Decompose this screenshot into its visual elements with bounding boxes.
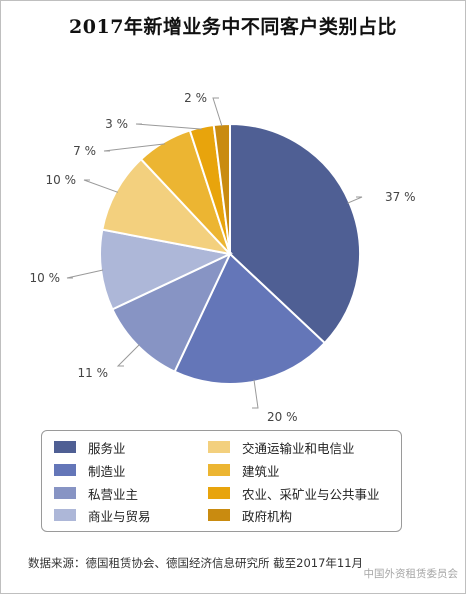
slice-value-label: 10 % — [46, 173, 77, 187]
legend-swatch — [208, 509, 230, 521]
legend-label: 私营业主 — [88, 486, 139, 502]
leader-line — [103, 143, 165, 152]
legend-item: 政府机构 — [208, 506, 292, 524]
legend-item: 制造业 — [54, 461, 126, 479]
legend-swatch — [208, 464, 230, 476]
legend-swatch — [54, 464, 76, 476]
legend-swatch — [208, 441, 230, 453]
leader-line — [252, 379, 259, 409]
slice-value-label: 2 % — [184, 91, 207, 105]
legend-swatch — [208, 487, 230, 499]
leader-line — [83, 179, 119, 193]
leader-line — [347, 196, 363, 204]
slice-value-label: 20 % — [267, 410, 298, 424]
legend-label: 服务业 — [88, 440, 126, 456]
legend-label: 制造业 — [88, 463, 126, 479]
data-source-note: 数据来源：德国租赁协会、德国经济信息研究所 截至2017年11月 — [28, 556, 364, 570]
slice-value-label: 7 % — [73, 144, 96, 158]
legend-item: 服务业 — [54, 438, 126, 456]
leader-line — [135, 123, 203, 130]
slice-value-label: 37 % — [385, 190, 416, 204]
slice-value-label: 10 % — [30, 271, 61, 285]
legend-item: 交通运输业和电信业 — [208, 438, 355, 456]
legend-item: 农业、采矿业与公共事业 — [208, 484, 380, 502]
legend-item: 建筑业 — [208, 461, 280, 479]
legend-label: 农业、采矿业与公共事业 — [242, 486, 380, 502]
leader-line — [116, 344, 140, 367]
legend-label: 政府机构 — [242, 508, 293, 524]
leader-line — [66, 269, 104, 279]
pie-chart: 37 % 20 % 11 % 10 % 10 % 7 % 3 % 2 % — [30, 91, 416, 424]
leader-line — [212, 97, 223, 127]
legend-label: 商业与贸易 — [88, 508, 151, 524]
chart-title: 2017年新增业务中不同客户类别占比 — [69, 16, 397, 38]
legend-item: 商业与贸易 — [54, 506, 151, 524]
legend-swatch — [54, 441, 76, 453]
legend-item: 私营业主 — [54, 484, 138, 502]
chart-legend: 服务业制造业私营业主商业与贸易 交通运输业和电信业 建筑业农业、采矿业与公共事业 政府… — [41, 430, 402, 532]
legend-label: 建筑业 — [242, 463, 280, 479]
slice-value-label: 3 % — [105, 117, 128, 131]
legend-label: 交通运输业和电信业 — [242, 440, 355, 456]
watermark: 中国外资租赁委员会 — [363, 568, 459, 580]
slice-value-label: 11 % — [78, 366, 109, 380]
legend-swatch — [54, 509, 76, 521]
legend-swatch — [54, 487, 76, 499]
